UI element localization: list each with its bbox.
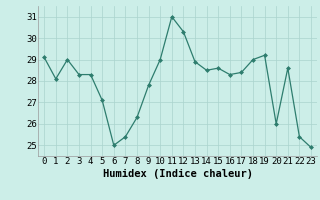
X-axis label: Humidex (Indice chaleur): Humidex (Indice chaleur) [103,169,252,179]
